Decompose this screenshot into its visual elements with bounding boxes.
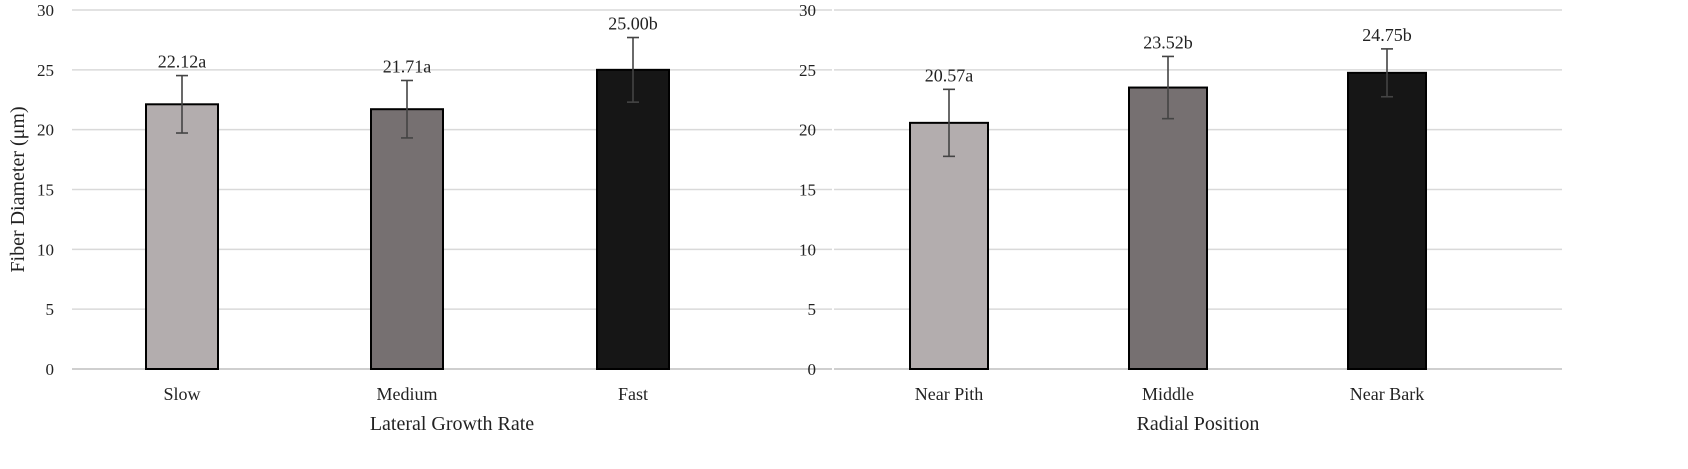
y-tick-label: 30 (799, 1, 816, 20)
x-tick-label: Slow (163, 384, 200, 404)
y-tick-label: 10 (799, 240, 816, 259)
chart-radial-position: 0 5 10 15 20 25 30 20.57a Near Pith 23.52b Middle 2… (799, 1, 1562, 435)
data-label: 21.71a (383, 56, 432, 76)
y-tick-label: 5 (808, 300, 817, 319)
x-axis-title: Radial Position (1137, 413, 1260, 435)
y-tick-label: 20 (37, 121, 54, 140)
bar-near-pith (909, 121, 989, 370)
bar-near-bark (1347, 71, 1427, 370)
y-tick-label: 0 (808, 360, 817, 379)
bar-slow (145, 103, 219, 370)
y-axis-title: Fiber Diameter (μm) (7, 106, 29, 272)
x-axis-title: Lateral Growth Rate (370, 413, 534, 435)
y-tick-label: 25 (37, 61, 54, 80)
bar-medium (370, 108, 444, 370)
x-tick-label: Near Bark (1350, 384, 1424, 404)
y-tick-label: 25 (799, 61, 816, 80)
y-tick-label: 10 (37, 240, 54, 259)
x-tick-label: Medium (377, 384, 438, 404)
bar-middle (1128, 86, 1208, 370)
x-tick-label: Fast (618, 384, 648, 404)
y-tick-label: 15 (37, 181, 54, 200)
y-tick-label: 20 (799, 121, 816, 140)
y-tick-label: 0 (46, 360, 55, 379)
x-tick-label: Middle (1142, 384, 1194, 404)
data-label: 20.57a (925, 65, 974, 85)
data-label: 25.00b (608, 14, 658, 34)
data-label: 23.52b (1143, 32, 1193, 52)
bar-fast (596, 68, 670, 370)
chart-lateral-growth-rate: 0 5 10 15 20 25 30 22.12a Slow 21.71a Medium 25.00b… (7, 1, 832, 435)
y-tick-label: 5 (46, 300, 55, 319)
data-label: 24.75b (1362, 25, 1412, 45)
y-tick-label: 30 (37, 1, 54, 20)
x-tick-label: Near Pith (915, 384, 983, 404)
data-label: 22.12a (158, 52, 207, 72)
y-tick-label: 15 (799, 181, 816, 200)
